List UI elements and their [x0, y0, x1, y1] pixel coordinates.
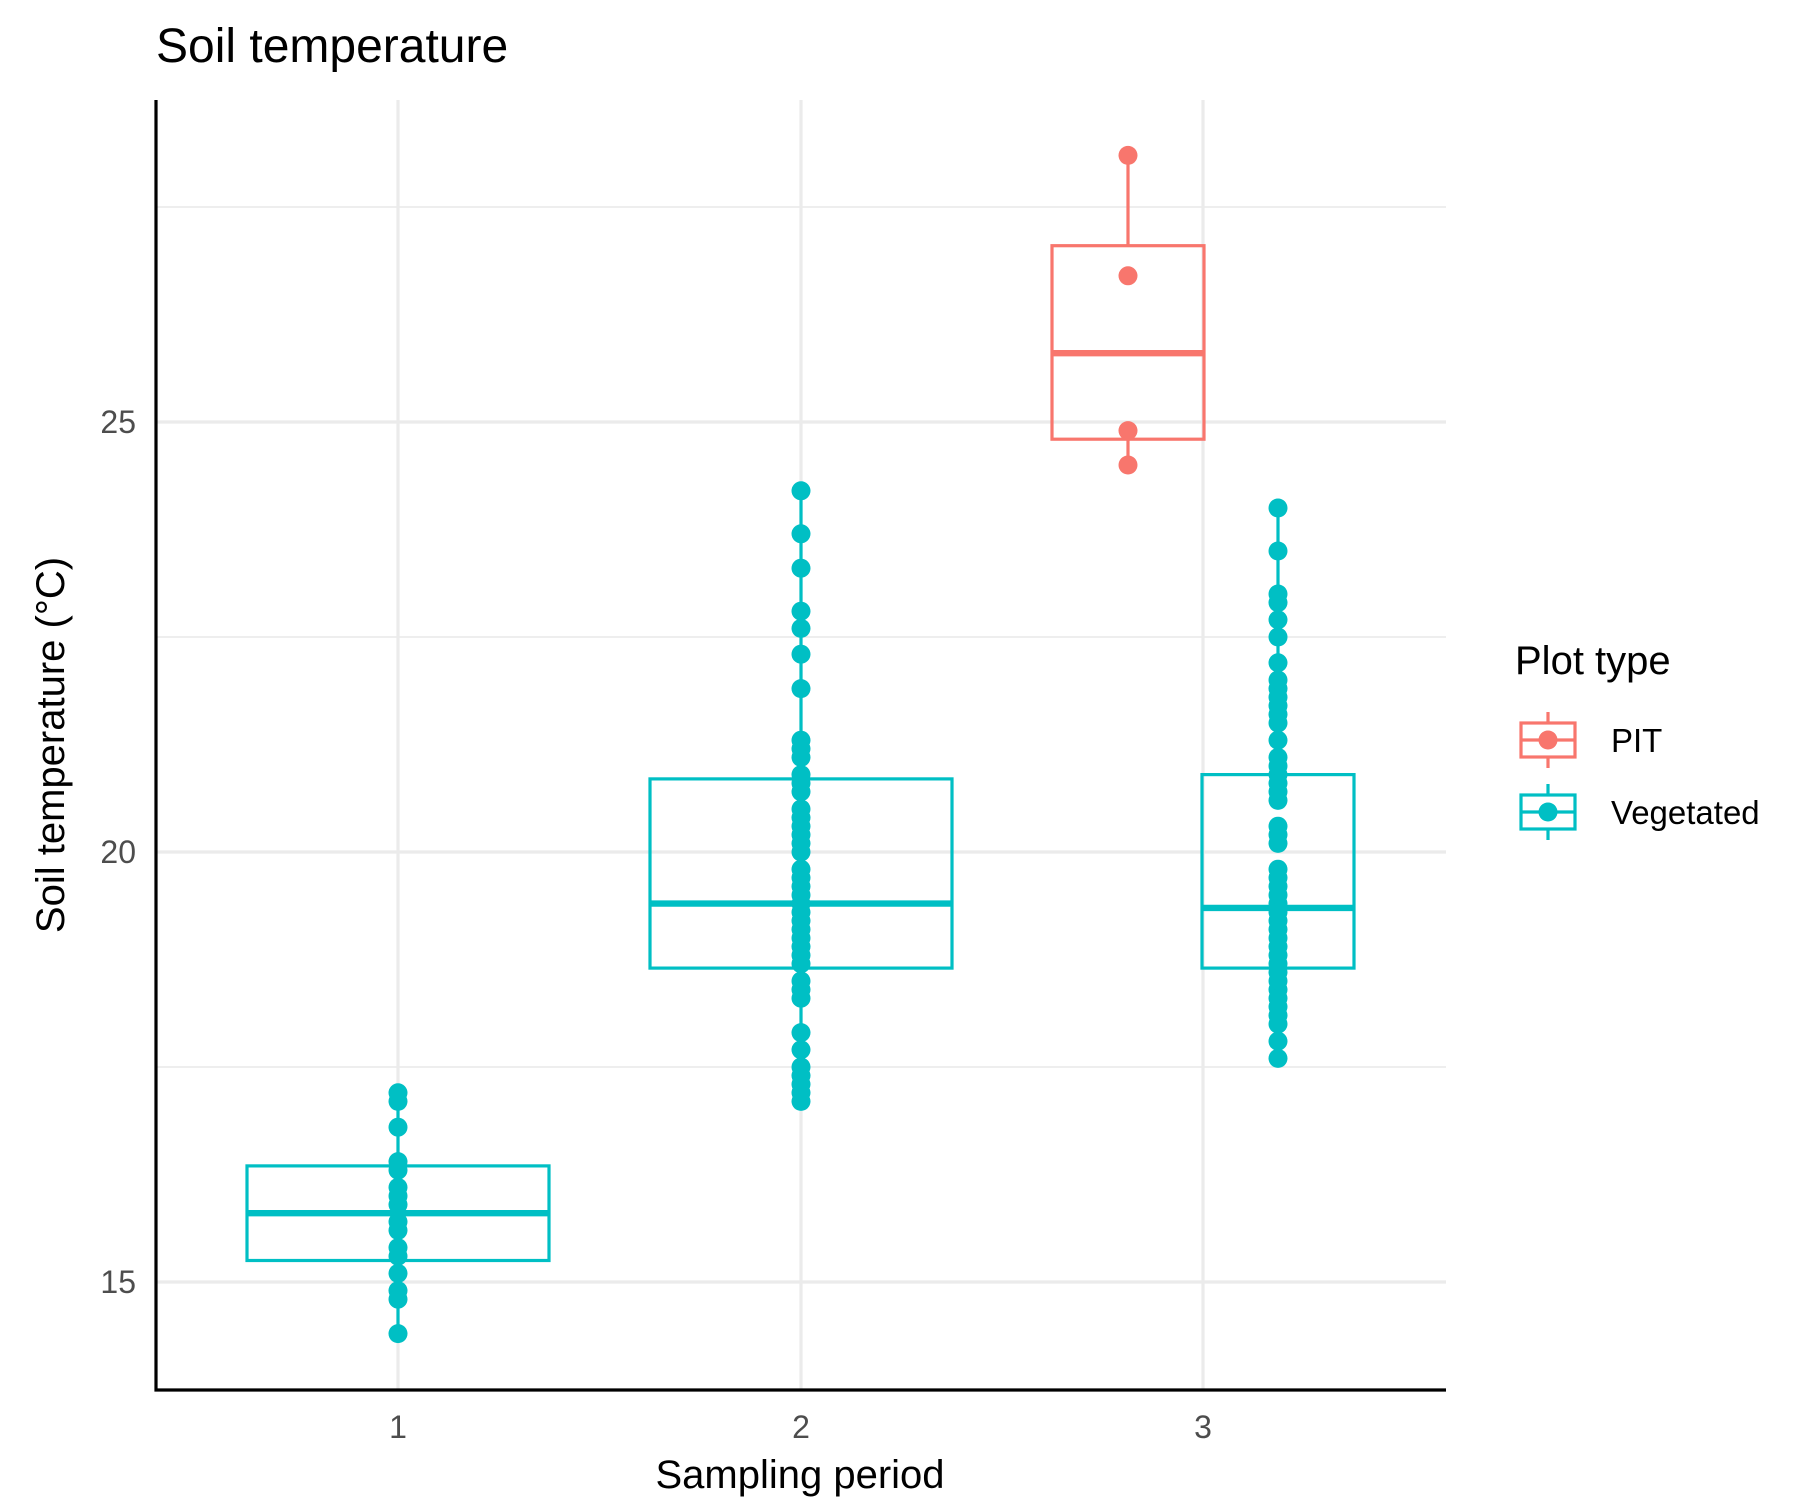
data-point [1268, 816, 1288, 836]
data-point [791, 481, 811, 501]
data-point [791, 859, 811, 879]
data-point [1268, 498, 1288, 518]
data-point [388, 1117, 408, 1137]
boxplot-vegetated-period-3 [1200, 498, 1356, 1068]
data-point [1118, 145, 1138, 165]
axis-lines [154, 100, 1446, 1392]
data-point [791, 971, 811, 991]
x-tick-label: 3 [1194, 1409, 1212, 1445]
y-tick-label: 20 [100, 834, 136, 870]
data-point [791, 1023, 811, 1043]
y-axis-ticks: 15 20 25 [100, 404, 136, 1300]
data-point [388, 1177, 408, 1197]
data-point [388, 1212, 408, 1232]
data-point [388, 1324, 408, 1344]
data-point [1268, 1031, 1288, 1051]
legend-item-vegetated: Vegetated [1519, 784, 1760, 840]
data-point [388, 1152, 408, 1172]
data-point [791, 799, 811, 819]
plot-marks [245, 145, 1356, 1344]
x-axis-title: Sampling period [655, 1453, 944, 1497]
data-point [1268, 584, 1288, 604]
data-point [791, 1057, 811, 1077]
x-tick-label: 2 [792, 1409, 810, 1445]
legend: Plot type PIT Vegetated [1515, 639, 1760, 840]
legend-label: PIT [1611, 722, 1662, 759]
legend-title: Plot type [1515, 639, 1671, 683]
boxplot-pit-period-3 [1050, 145, 1206, 475]
x-tick-label: 1 [389, 1409, 407, 1445]
legend-item-pit: PIT [1519, 712, 1662, 768]
data-point [791, 558, 811, 578]
data-point [1118, 421, 1138, 441]
data-point [1268, 627, 1288, 647]
data-point [1268, 653, 1288, 673]
data-point [1118, 266, 1138, 286]
data-point [1268, 670, 1288, 690]
data-point [791, 618, 811, 638]
legend-key-point [1538, 730, 1558, 750]
x-axis-ticks: 1 2 3 [389, 1409, 1212, 1445]
data-point [388, 1238, 408, 1258]
boxplot-vegetated-period-1 [245, 1083, 551, 1344]
y-tick-label: 25 [100, 404, 136, 440]
data-point [791, 601, 811, 621]
y-axis-title: Soil temperature (°C) [29, 557, 73, 933]
chart-title: Soil temperature [156, 20, 508, 73]
data-point [791, 765, 811, 785]
data-point [1268, 730, 1288, 750]
data-point [388, 1263, 408, 1283]
data-point [388, 1281, 408, 1301]
data-point [1268, 541, 1288, 561]
data-point [791, 644, 811, 664]
data-point [1268, 1048, 1288, 1068]
data-point [1268, 747, 1288, 767]
boxplot-vegetated-period-2 [648, 481, 954, 1111]
data-point [1268, 859, 1288, 879]
data-point [791, 730, 811, 750]
data-point [791, 1040, 811, 1060]
legend-key-point [1538, 802, 1558, 822]
data-point [791, 679, 811, 699]
y-tick-label: 15 [100, 1264, 136, 1300]
data-point [1268, 610, 1288, 630]
legend-items: PIT Vegetated [1519, 712, 1760, 840]
legend-label: Vegetated [1611, 794, 1760, 831]
data-point [388, 1083, 408, 1103]
data-point [1118, 455, 1138, 475]
data-point [791, 524, 811, 544]
